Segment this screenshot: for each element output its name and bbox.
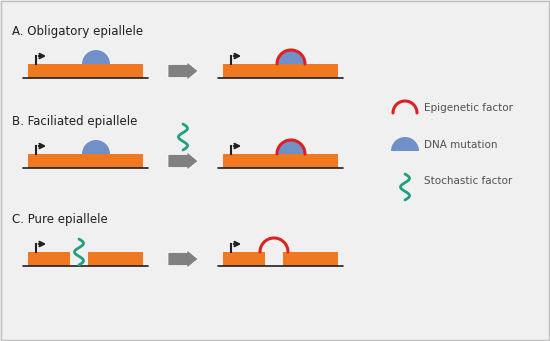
FancyBboxPatch shape (223, 252, 265, 266)
Text: C. Pure epiallele: C. Pure epiallele (12, 213, 108, 226)
FancyBboxPatch shape (28, 154, 143, 168)
Wedge shape (277, 50, 305, 64)
FancyBboxPatch shape (223, 64, 338, 78)
Text: A. Obligatory epiallele: A. Obligatory epiallele (12, 25, 143, 38)
FancyBboxPatch shape (28, 252, 70, 266)
Text: Stochastic factor: Stochastic factor (424, 176, 512, 186)
Wedge shape (391, 137, 419, 151)
Text: Epigenetic factor: Epigenetic factor (424, 103, 513, 113)
FancyArrow shape (168, 152, 198, 170)
Wedge shape (277, 140, 305, 154)
FancyBboxPatch shape (223, 154, 338, 168)
FancyArrow shape (168, 62, 198, 80)
Text: B. Faciliated epiallele: B. Faciliated epiallele (12, 115, 138, 128)
FancyBboxPatch shape (283, 252, 338, 266)
Wedge shape (82, 50, 110, 64)
Text: DNA mutation: DNA mutation (424, 140, 498, 150)
Wedge shape (82, 140, 110, 154)
FancyBboxPatch shape (28, 64, 143, 78)
FancyArrow shape (168, 250, 198, 268)
FancyBboxPatch shape (88, 252, 143, 266)
